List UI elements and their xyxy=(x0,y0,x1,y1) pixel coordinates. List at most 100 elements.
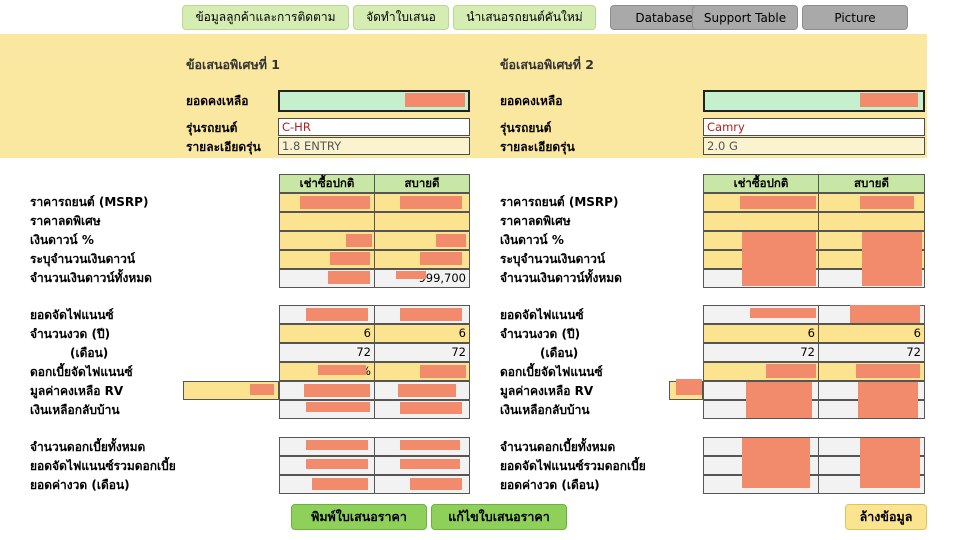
redaction xyxy=(306,459,368,469)
offer-1-balance-label: ยอดคงเหลือ xyxy=(186,94,249,108)
offer-1-row-label: จำนวนงวด (ปี) xyxy=(30,327,111,341)
offer-2-row-label: ราคารถยนต์ (MSRP) xyxy=(500,195,619,209)
redaction xyxy=(750,308,816,318)
redaction xyxy=(400,459,460,469)
offer-1-row-label: จำนวนดอกเบี้ยทั้งหมด xyxy=(30,440,146,454)
redaction xyxy=(328,271,370,284)
offer-2-months-normal: 72 xyxy=(703,343,819,362)
offer-1-row-label: (เดือน) xyxy=(70,346,109,360)
offer-1-row-label: ยอดจัดไฟแนนซ์รวมดอกเบี้ย xyxy=(30,459,176,473)
offer-1-detail-label: รายละเอียดรุ่น xyxy=(186,140,261,154)
redaction xyxy=(346,234,372,247)
offer-1-discount-normal[interactable] xyxy=(279,212,375,231)
tab-picture[interactable]: Picture xyxy=(802,5,908,30)
redaction xyxy=(312,478,368,490)
offer-1-col-header-normal: เช่าซื้อปกติ xyxy=(279,174,375,193)
offer-1-row-label: เงินดาวน์ % xyxy=(30,233,94,247)
offer-1-months-normal: 72 xyxy=(279,343,375,362)
offer-1-col-header-sabaidee: สบายดี xyxy=(374,174,470,193)
redaction xyxy=(860,196,914,209)
offer-2-months-sabaidee: 72 xyxy=(818,343,925,362)
offer-2-row-label: จำนวนเงินดาวน์ทั้งหมด xyxy=(500,271,622,285)
redaction xyxy=(858,382,918,418)
offer-2-years-sabaidee[interactable]: 6 xyxy=(818,324,925,343)
redaction xyxy=(850,305,920,323)
offer-2-col-header-normal: เช่าซื้อปกติ xyxy=(703,174,819,193)
offer-2-row-label: (เดือน) xyxy=(540,346,579,360)
redaction xyxy=(740,196,816,209)
offer-1-discount-sabaidee[interactable] xyxy=(374,212,470,231)
redaction xyxy=(400,196,462,209)
offer-2-row-label: ระบุจำนวนเงินดาวน์ xyxy=(500,252,606,266)
redaction xyxy=(330,252,370,265)
offer-1-years-normal[interactable]: 6 xyxy=(279,324,375,343)
offer-1-detail-field[interactable]: 1.8 ENTRY xyxy=(278,137,470,155)
clear-data-button[interactable]: ล้างข้อมูล xyxy=(845,504,927,530)
redaction xyxy=(742,438,810,488)
offer-2-discount-normal[interactable] xyxy=(703,212,819,231)
offer-2-detail-label: รายละเอียดรุ่น xyxy=(500,140,575,154)
offer-2-title: ข้อเสนอพิเศษที่ 2 xyxy=(500,57,594,72)
redaction xyxy=(420,252,462,265)
offer-2-row-label: จำนวนดอกเบี้ยทั้งหมด xyxy=(500,440,616,454)
offer-2-balance-label: ยอดคงเหลือ xyxy=(500,94,563,108)
redaction xyxy=(420,365,466,378)
redaction xyxy=(676,379,702,395)
offer-1-row-label: มูลค่าคงเหลือ RV xyxy=(30,384,124,398)
offer-1-row-label: ยอดค่างวด (เดือน) xyxy=(30,478,130,492)
offer-1-model-label: รุ่นรถยนต์ xyxy=(186,121,238,135)
offer-2-row-label: ยอดจัดไฟแนนซ์ xyxy=(500,308,584,322)
offer-2-row-label: ยอดจัดไฟแนนซ์รวมดอกเบี้ย xyxy=(500,459,646,473)
tab-create-quotation[interactable]: จัดทำใบเสนอ xyxy=(353,5,449,30)
offer-1-title: ข้อเสนอพิเศษที่ 1 xyxy=(186,57,280,72)
redaction xyxy=(318,365,366,375)
offer-2-discount-sabaidee[interactable] xyxy=(818,212,925,231)
redaction xyxy=(436,234,466,247)
redaction xyxy=(862,232,922,286)
offer-2-col-header-sabaidee: สบายดี xyxy=(818,174,925,193)
offer-1-years-sabaidee[interactable]: 6 xyxy=(374,324,470,343)
offer-2-years-normal[interactable]: 6 xyxy=(703,324,819,343)
redaction xyxy=(742,232,816,286)
tab-customer-tracking[interactable]: ข้อมูลลูกค้าและการติดตาม xyxy=(182,5,349,30)
offer-1-model-field[interactable]: C-HR xyxy=(278,118,470,136)
offer-1-row-label: ยอดจัดไฟแนนซ์ xyxy=(30,308,114,322)
offer-1-row-label: ระบุจำนวนเงินดาวน์ xyxy=(30,252,136,266)
print-quotation-button[interactable]: พิมพ์ใบเสนอราคา xyxy=(291,504,427,530)
edit-quotation-button[interactable]: แก้ไขใบเสนอราคา xyxy=(431,504,567,530)
redaction xyxy=(306,402,370,412)
redaction xyxy=(766,364,816,378)
offer-2-row-label: ราคาลดพิเศษ xyxy=(500,214,571,228)
offer-2-row-label: ดอกเบี้ยจัดไฟแนนซ์ xyxy=(500,365,603,379)
offer-2-model-field[interactable]: Camry xyxy=(703,118,925,136)
offer-2-row-label: ยอดค่างวด (เดือน) xyxy=(500,478,600,492)
redaction xyxy=(856,364,920,378)
offer-2-row-label: เงินเหลือกลับบ้าน xyxy=(500,403,590,417)
offer-2-detail-field[interactable]: 2.0 G xyxy=(703,137,925,155)
redaction xyxy=(746,382,812,418)
redaction xyxy=(860,438,920,488)
redaction xyxy=(306,440,368,450)
offer-2-row-label: มูลค่าคงเหลือ RV xyxy=(500,384,594,398)
offer-2-row-label: จำนวนงวด (ปี) xyxy=(500,327,581,341)
redaction xyxy=(300,196,370,209)
redaction xyxy=(400,308,462,321)
redaction xyxy=(860,93,918,107)
redaction xyxy=(400,402,462,414)
redaction xyxy=(398,384,456,397)
redaction xyxy=(405,93,465,107)
offer-1-row-label: จำนวนเงินดาวน์ทั้งหมด xyxy=(30,271,152,285)
redaction xyxy=(410,478,462,490)
offer-1-row-label: เงินเหลือกลับบ้าน xyxy=(30,403,120,417)
offer-1-row-label: ราคารถยนต์ (MSRP) xyxy=(30,195,149,209)
redaction xyxy=(400,440,460,450)
redaction xyxy=(306,308,368,321)
redaction xyxy=(396,271,426,279)
offer-1-row-label: ดอกเบี้ยจัดไฟแนนซ์ xyxy=(30,365,133,379)
offer-1-months-sabaidee: 72 xyxy=(374,343,470,362)
tab-present-new-car[interactable]: นำเสนอรถยนต์คันใหม่ xyxy=(453,5,596,30)
offer-1-row-label: ราคาลดพิเศษ xyxy=(30,214,101,228)
offer-2-model-label: รุ่นรถยนต์ xyxy=(500,121,552,135)
redaction xyxy=(250,384,274,395)
tab-support-table[interactable]: Support Table xyxy=(692,5,798,30)
